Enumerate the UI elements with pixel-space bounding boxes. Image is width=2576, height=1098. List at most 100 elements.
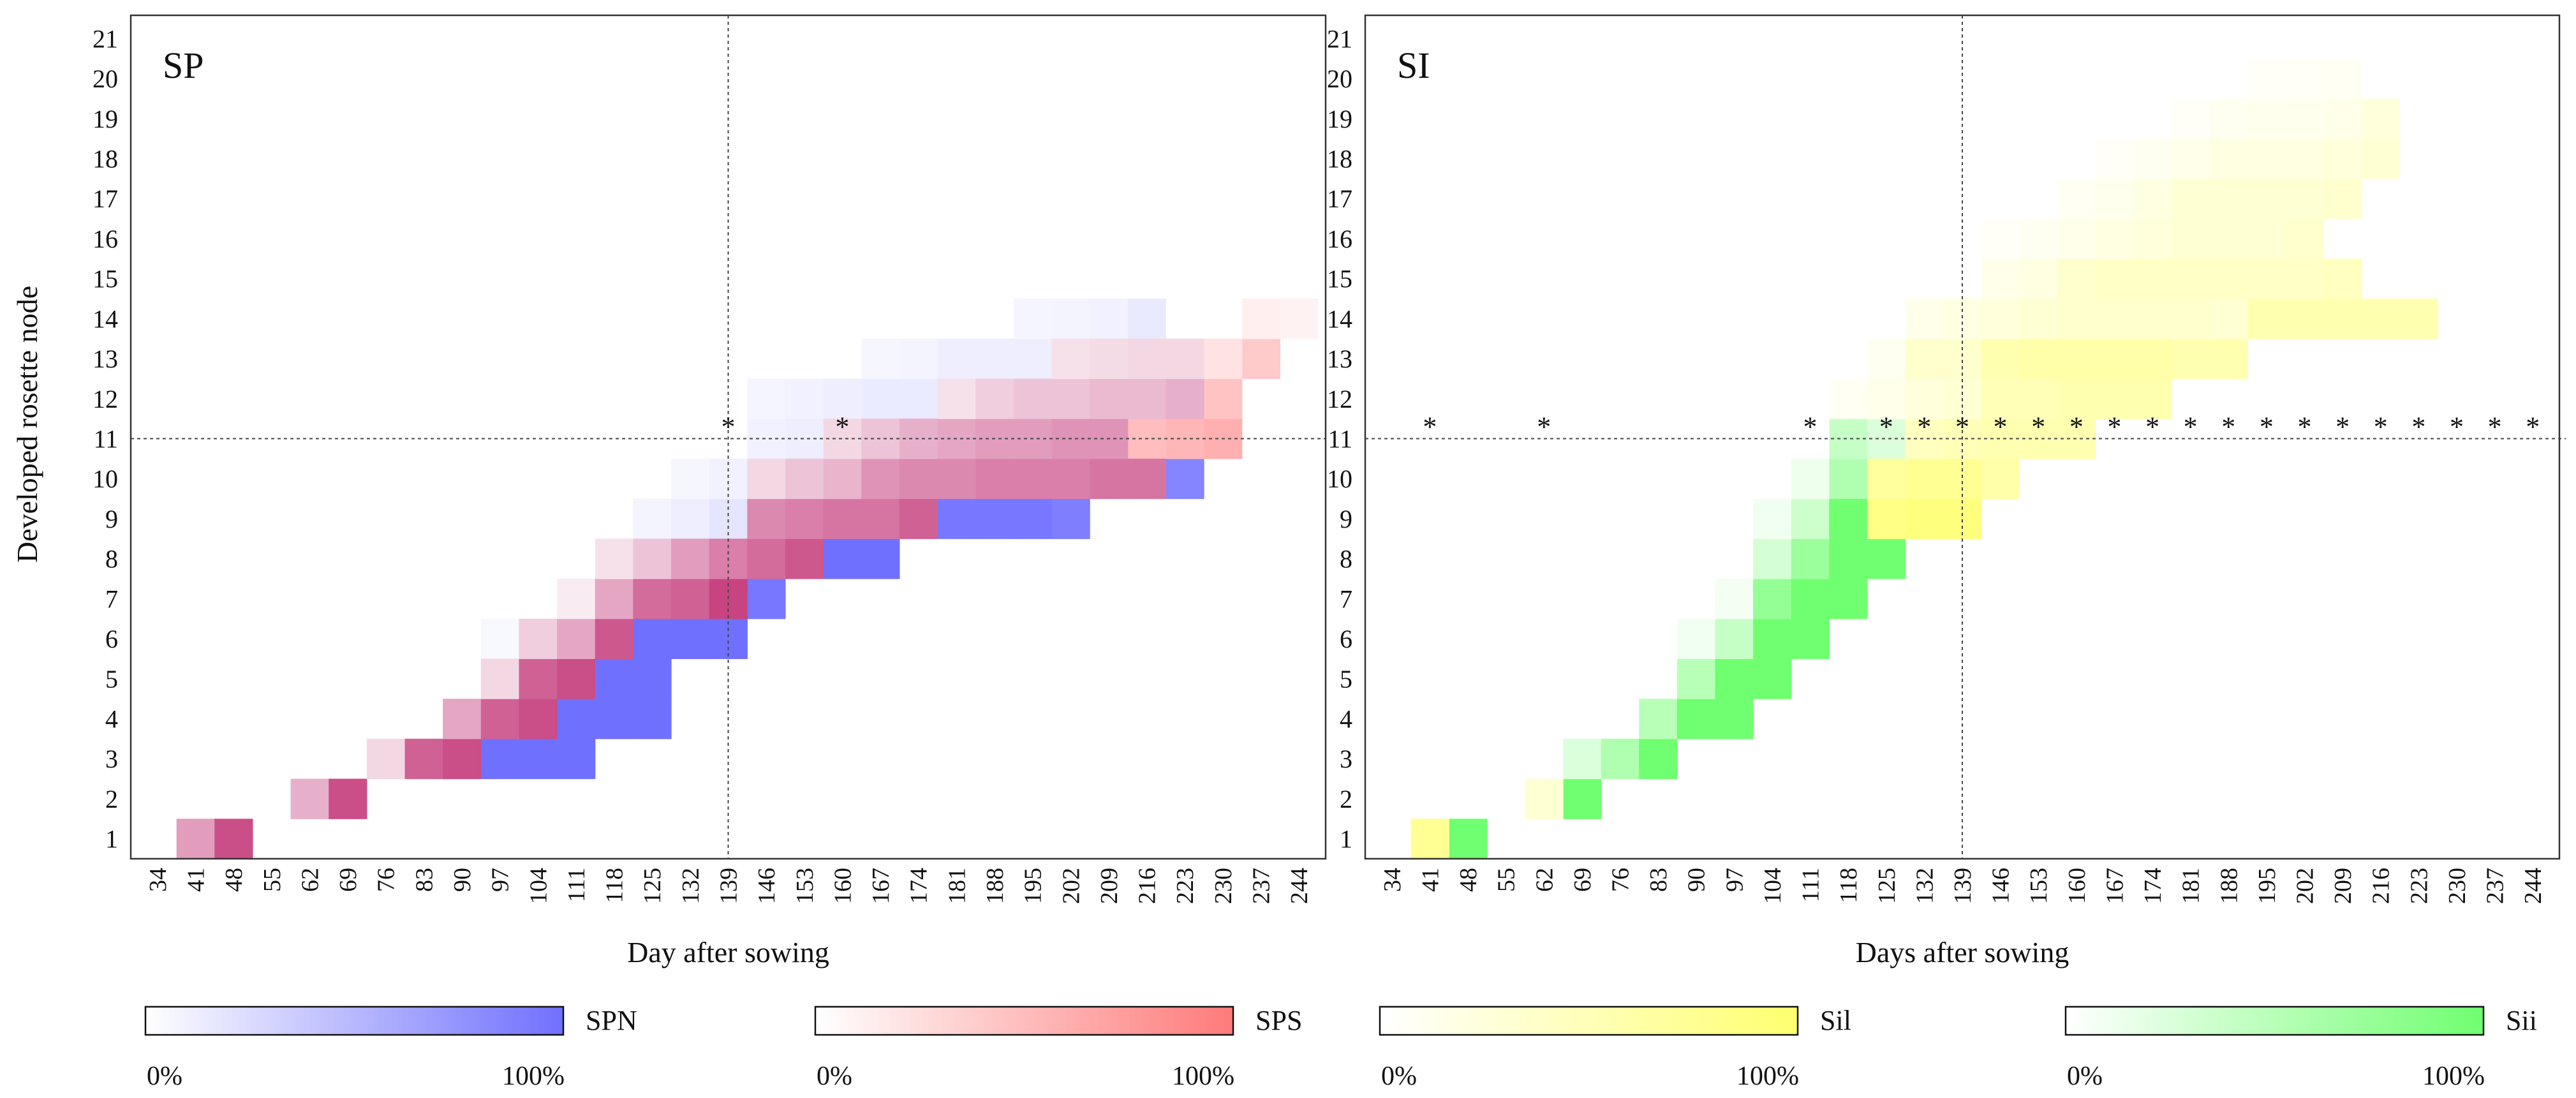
cell-sil-d174-n15: [2133, 258, 2172, 299]
asterisk-marker-d237: *: [2488, 412, 2502, 443]
cell-sps-d237-n13: [1241, 338, 1280, 380]
cell-spn-d125-n6: [633, 618, 672, 660]
cell-sii-d125-n8: [1867, 538, 1906, 579]
y-axis-label: Developed rosette node: [11, 286, 43, 563]
x-tick-label: 216: [1134, 868, 1161, 904]
y-tick-label: 11: [1328, 425, 1352, 454]
cell-sp_mixed-d160-n9: [823, 498, 862, 539]
y-tick-label: 10: [93, 464, 118, 493]
x-tick-label: 153: [2025, 868, 2052, 904]
cell-sp_mixed-d209-n10: [1090, 458, 1129, 500]
cell-sp_mixed-d132-n8: [671, 538, 710, 579]
x-tick-label: 230: [2444, 868, 2471, 904]
cell-sp_mixed-d167-n10: [861, 458, 900, 500]
cell-sil-d153-n11: [2019, 419, 2058, 459]
cell-sp_mixed-d202-n13: [1051, 338, 1090, 380]
cell-sil-d146-n10: [1981, 458, 2020, 500]
y-tick-label: 2: [105, 785, 118, 813]
cell-sii-d118-n9: [1829, 498, 1868, 539]
x-tick-label: 244: [1286, 868, 1313, 904]
cell-sil-d167-n12: [2095, 378, 2134, 419]
y-tick-label: 18: [1327, 145, 1352, 174]
asterisk-marker-d160: *: [2069, 412, 2084, 443]
cell-sil-d216-n14: [2361, 299, 2401, 339]
x-tick-label: 216: [2368, 868, 2395, 904]
cell-spn-d139-n10: [709, 458, 748, 500]
cell-sil-d181-n16: [2171, 218, 2210, 259]
legend-colorbar: [144, 1005, 565, 1036]
cell-spn-d125-n4: [633, 699, 672, 739]
y-tick-label: 10: [1327, 464, 1352, 493]
cell-sil-d223-n14: [2399, 299, 2438, 339]
cell-sil-d181-n17: [2171, 178, 2210, 219]
cell-sii-d69-n3: [1563, 738, 1602, 780]
x-tick-label: 174: [2140, 868, 2166, 904]
x-tick-label: 209: [2330, 868, 2357, 904]
cell-sil-d146-n16: [1981, 218, 2020, 259]
cell-sp_mixed-d111-n5: [557, 658, 596, 699]
cell-sil-d181-n19: [2171, 98, 2210, 139]
cell-sil-d188-n15: [2209, 258, 2248, 299]
cell-sii-d104-n6: [1753, 618, 1792, 660]
x-tick-label: 69: [335, 868, 362, 892]
cell-spn-d132-n9: [671, 498, 710, 539]
cell-sil-d132-n11: [1905, 419, 1944, 459]
y-tick-label: 14: [1327, 304, 1352, 333]
cell-sp_mixed-d167-n11: [861, 419, 900, 459]
cell-sp_mixed-d195-n10: [1013, 458, 1053, 500]
cell-sp_mixed-d104-n4: [519, 699, 558, 739]
cell-spn-d97-n6: [480, 618, 520, 660]
y-tick-label: 8: [105, 545, 118, 574]
y-tick-label: 16: [93, 225, 118, 253]
legend-title: SPN: [586, 1005, 637, 1036]
asterisk-marker-d195: *: [2260, 412, 2274, 443]
cell-sp_mixed-d90-n4: [443, 699, 482, 739]
cell-sp_mixed-d62-n2: [290, 778, 329, 819]
x-tick-label: 160: [2064, 868, 2091, 904]
cell-sil-d41-n1: [1410, 819, 1449, 859]
cell-spn-d195-n13: [1013, 338, 1053, 380]
x-tick-label: 104: [525, 868, 552, 904]
cell-spn-d181-n9: [937, 498, 976, 539]
cell-sil-d195-n16: [2247, 218, 2286, 259]
cell-sp_mixed-d146-n10: [747, 458, 786, 500]
cell-sil-d160-n15: [2057, 258, 2096, 299]
cell-sp_mixed-d181-n10: [937, 458, 976, 500]
cell-sp_mixed-d76-n3: [366, 738, 406, 780]
asterisk-marker-d139: *: [1955, 412, 1969, 443]
cell-sil-d132-n12: [1905, 378, 1944, 419]
heatmap-cells: [176, 299, 1319, 859]
cell-sp_mixed-d118-n6: [595, 618, 633, 660]
cell-spn-d118-n4: [595, 699, 633, 739]
cell-sii-d125-n11: [1867, 419, 1906, 459]
y-tick-label: 17: [1327, 184, 1352, 213]
legend-sii: Sil 0% 100%: [1379, 1005, 1851, 1091]
x-tick-label: 97: [487, 868, 514, 892]
x-tick-label: 188: [2216, 868, 2242, 904]
x-tick-label: 83: [1645, 868, 1672, 892]
cell-sil-d132-n13: [1905, 338, 1944, 380]
cell-sii-d111-n7: [1791, 579, 1830, 619]
cell-sp_mixed-d160-n11: [823, 419, 862, 459]
cell-spn-d167-n13: [861, 338, 900, 380]
x-tick-label: 55: [1493, 868, 1520, 892]
cell-sil-d202-n16: [2285, 218, 2324, 259]
y-tick-label: 20: [93, 64, 118, 93]
x-tick-label: 62: [297, 868, 323, 892]
y-tick-label: 5: [1340, 665, 1352, 694]
cell-sil-d188-n16: [2209, 218, 2248, 259]
cell-sil-d62-n2: [1525, 778, 1564, 819]
cell-sps-d230-n12: [1204, 378, 1243, 419]
cell-sp_mixed-d188-n12: [975, 378, 1014, 419]
x-tick-label: 118: [602, 868, 628, 903]
cell-sp_mixed-d146-n8: [747, 538, 786, 579]
cell-spn-d146-n12: [747, 378, 786, 419]
cell-sil-d146-n13: [1981, 338, 2020, 380]
cell-sp_mixed-d118-n8: [595, 538, 633, 579]
x-tick-label: 223: [2406, 868, 2432, 904]
x-tick-label: 139: [716, 868, 743, 904]
x-tick-label: 195: [1020, 868, 1047, 904]
cell-spn-d118-n5: [595, 658, 633, 699]
cell-sil-d139-n13: [1943, 338, 1982, 380]
x-tick-label: 174: [906, 868, 933, 904]
